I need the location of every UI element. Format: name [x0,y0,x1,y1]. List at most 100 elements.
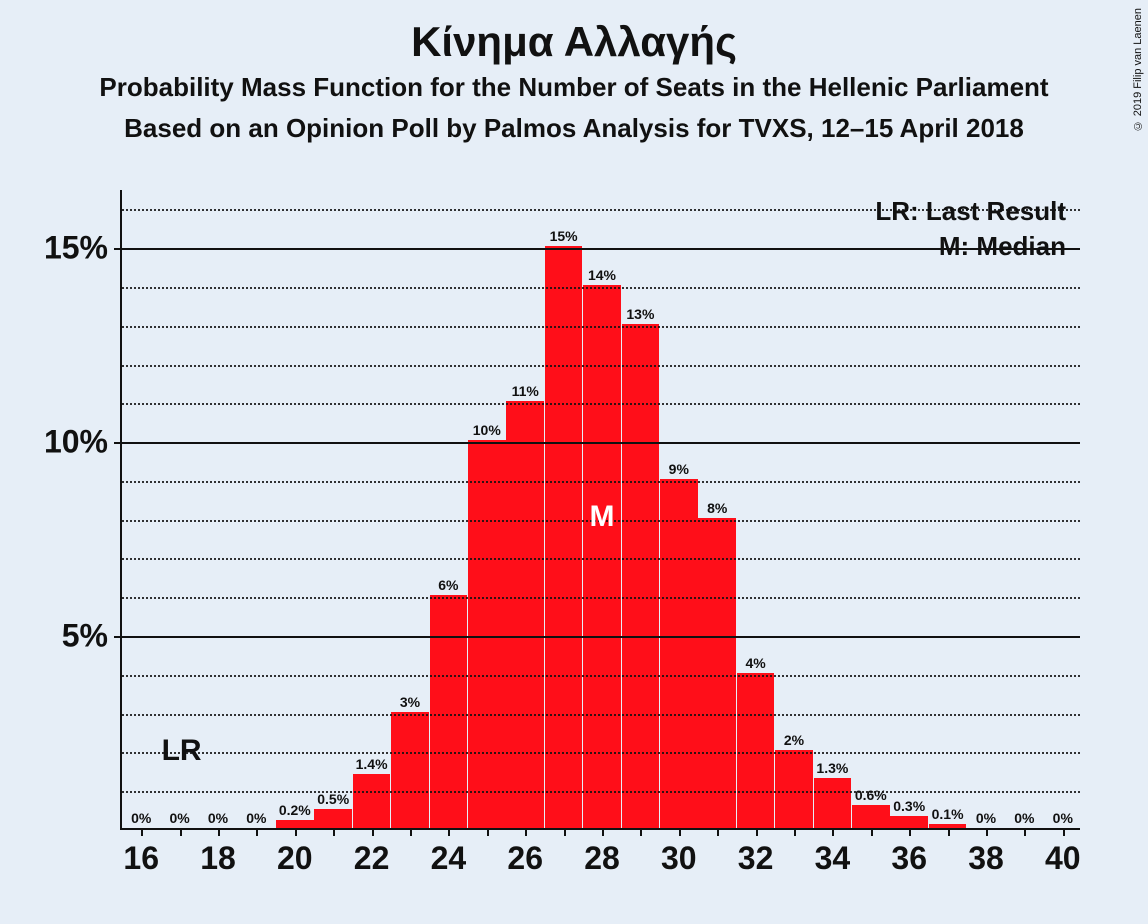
median-marker: M [590,500,615,534]
xtick-mark [640,828,642,836]
bar: 10% [468,440,506,828]
bar-label: 0% [131,810,151,826]
xtick-label: 40 [1045,840,1081,877]
gridline-major [122,442,1080,444]
bar-label: 14% [588,267,616,283]
gridline-minor [122,209,1080,211]
xtick-label: 36 [891,840,927,877]
bar-label: 0.6% [855,787,887,803]
xtick-mark [717,828,719,836]
gridline-minor [122,752,1080,754]
bar-label: 11% [512,383,539,399]
xtick-mark [756,828,758,836]
xtick-label: 30 [661,840,697,877]
bar: 8% [698,518,736,828]
xtick-mark [333,828,335,836]
bar-label: 0.2% [279,802,311,818]
ytick-label: 5% [62,618,108,655]
bar-label: 0% [976,810,996,826]
gridline-minor [122,403,1080,405]
xtick-label: 38 [968,840,1004,877]
bar-label: 10% [473,422,501,438]
xtick-label: 28 [584,840,620,877]
bar: 0.2% [276,820,314,828]
gridline-minor [122,558,1080,560]
xtick-mark [487,828,489,836]
xtick-label: 24 [431,840,467,877]
bar: 1.3% [814,778,852,828]
bar-label: 0% [208,810,228,826]
bar-label: 1.3% [816,760,848,776]
bar-label: 0% [246,810,266,826]
xtick-mark [295,828,297,836]
xtick-mark [141,828,143,836]
bar-label: 2% [784,732,804,748]
xtick-mark [679,828,681,836]
xtick-mark [525,828,527,836]
xtick-label: 26 [507,840,543,877]
chart-title: Κίνημα Αλλαγής [0,18,1148,66]
xtick-mark [794,828,796,836]
bar: 3% [391,712,429,828]
xtick-mark [180,828,182,836]
xtick-mark [256,828,258,836]
xtick-label: 18 [200,840,236,877]
ytick-mark [114,442,122,444]
bar-label: 0% [169,810,189,826]
bar-label: 0% [1053,810,1073,826]
xtick-label: 32 [738,840,774,877]
xtick-mark [410,828,412,836]
bar: 1.4% [353,774,391,828]
chart-subtitle-1: Probability Mass Function for the Number… [0,72,1148,103]
bar: 11% [506,401,544,828]
xtick-mark [832,828,834,836]
gridline-major [122,248,1080,250]
bar-label: 4% [745,655,765,671]
bar-label: 9% [669,461,689,477]
bar: 0.5% [314,809,352,828]
xtick-mark [1024,828,1026,836]
bar-label: 8% [707,500,727,516]
xtick-mark [1063,828,1065,836]
bar: 0.6% [852,805,890,828]
xtick-mark [909,828,911,836]
bar: 9% [660,479,698,828]
xtick-mark [602,828,604,836]
xtick-mark [871,828,873,836]
title-block: Κίνημα Αλλαγής Probability Mass Function… [0,0,1148,144]
plot-region: LR: Last Result M: Median 0%0%0%0%0.2%0.… [120,190,1080,830]
gridline-minor [122,481,1080,483]
xtick-label: 34 [815,840,851,877]
last-result-marker: LR [162,734,202,768]
bar-label: 1.4% [356,756,388,772]
bar-label: 0.3% [893,798,925,814]
bar-label: 6% [438,577,458,593]
gridline-minor [122,791,1080,793]
xtick-mark [218,828,220,836]
chart-area: LR: Last Result M: Median 0%0%0%0%0.2%0.… [120,190,1100,830]
bar-label: 0% [1014,810,1034,826]
xtick-mark [948,828,950,836]
bar: 4% [737,673,775,828]
chart-subtitle-2: Based on an Opinion Poll by Palmos Analy… [0,113,1148,144]
xtick-label: 16 [123,840,159,877]
xtick-mark [986,828,988,836]
ytick-label: 15% [44,230,108,267]
xtick-label: 20 [277,840,313,877]
xtick-label: 22 [354,840,390,877]
xtick-mark [564,828,566,836]
xtick-mark [372,828,374,836]
bar: 2% [775,750,813,828]
bar: 0.3% [890,816,928,828]
bar: 15% [545,246,583,828]
gridline-minor [122,326,1080,328]
bar-label: 0.1% [932,806,964,822]
bar-label: 13% [626,306,654,322]
copyright-text: © 2019 Filip van Laenen [1132,8,1144,131]
gridline-minor [122,365,1080,367]
gridline-minor [122,597,1080,599]
gridline-minor [122,287,1080,289]
ytick-mark [114,248,122,250]
ytick-mark [114,636,122,638]
gridline-minor [122,675,1080,677]
